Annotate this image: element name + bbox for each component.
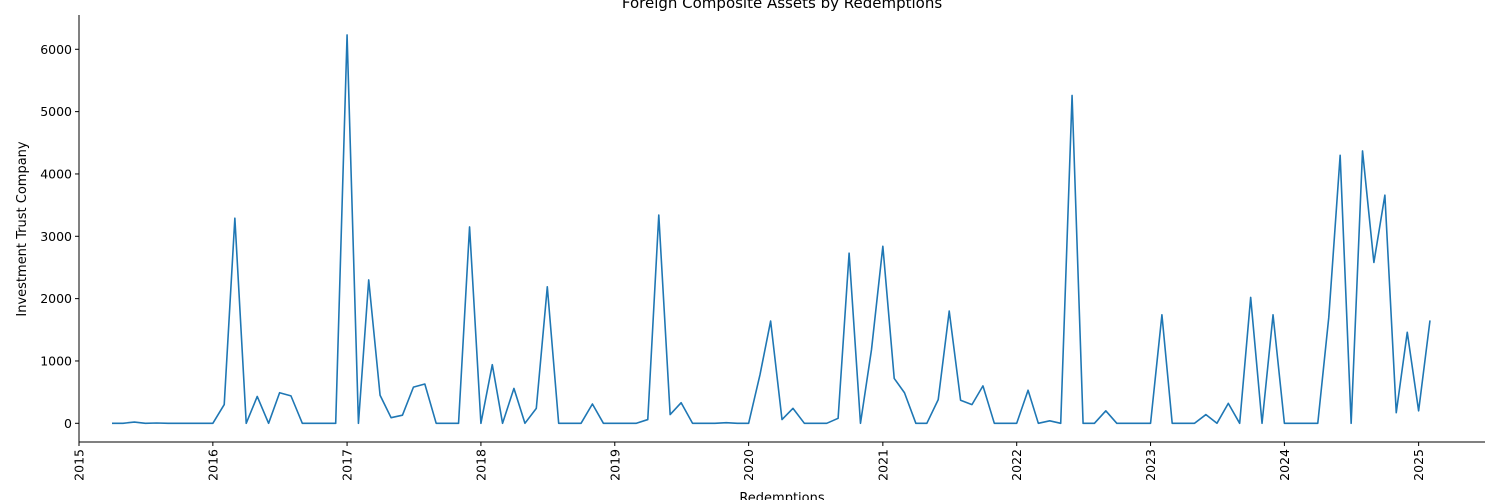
y-tick-label: 5000 [40, 104, 72, 119]
x-tick-label: 2022 [1009, 449, 1024, 481]
series-line-0 [112, 34, 1431, 425]
x-tick-label: 2017 [340, 449, 355, 481]
x-tick-label: 2018 [473, 449, 488, 481]
y-tick-label: 1000 [40, 353, 72, 368]
y-tick-label: 6000 [40, 42, 72, 57]
y-tick-label: 4000 [40, 166, 72, 181]
x-tick-label: 2019 [607, 449, 622, 481]
series-layer [112, 34, 1431, 425]
x-ticks: 2015 2016 2017 2018 2019 2020 2021 2022 2023 2024… [72, 442, 1426, 481]
x-tick-label: 2025 [1411, 449, 1426, 481]
x-tick-label: 2023 [1143, 449, 1158, 481]
x-tick-label: 2024 [1277, 449, 1292, 481]
y-tick-label: 2000 [40, 291, 72, 306]
chart-title: Foreign Composite Assets by Redemptions [622, 0, 942, 12]
x-tick-label: 2015 [72, 449, 87, 481]
y-ticks: 0 1000 2000 3000 4000 5000 6000 [40, 42, 79, 431]
y-tick-label: 0 [64, 416, 72, 431]
x-tick-label: 2016 [205, 449, 220, 481]
x-tick-label: 2020 [741, 449, 756, 481]
x-axis-label: Redemptions [739, 491, 825, 500]
y-axis-label: Investment Trust Company [15, 141, 30, 317]
x-tick-label: 2021 [875, 449, 890, 481]
y-tick-label: 3000 [40, 229, 72, 244]
